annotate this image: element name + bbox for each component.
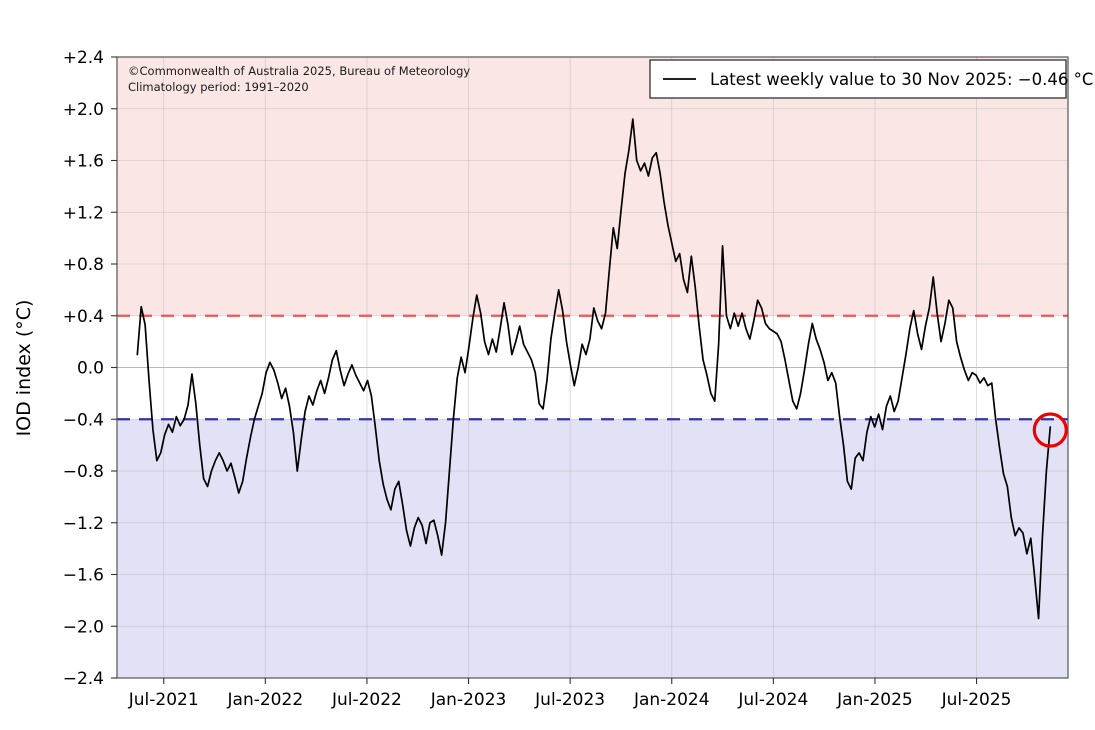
y-tick-label: −1.2 <box>63 514 104 534</box>
x-tick-label: Jul-2025 <box>941 690 1012 710</box>
x-tick-label: Jul-2021 <box>128 690 199 710</box>
threshold-lines <box>117 314 1068 421</box>
iod-index-line <box>136 118 1052 620</box>
legend-entry-label: Latest weekly value to 30 Nov 2025: −0.4… <box>710 70 1093 89</box>
legend[interactable]: Latest weekly value to 30 Nov 2025: −0.4… <box>649 59 1093 99</box>
y-tick-label: −2.0 <box>63 617 104 637</box>
x-tick-label: Jul-2024 <box>737 690 808 710</box>
y-tick-label: +1.6 <box>63 152 104 172</box>
x-tick-label: Jan-2024 <box>633 690 710 710</box>
y-tick-label: +2.4 <box>63 48 104 68</box>
shaded-bands <box>117 57 1068 678</box>
negative-band <box>117 419 1068 678</box>
y-tick-label: −0.4 <box>63 410 104 430</box>
y-tick-label: +2.0 <box>63 100 104 120</box>
y-tick-label: −2.4 <box>63 669 104 689</box>
x-tick-label: Jan-2023 <box>430 690 507 710</box>
y-tick-label: +1.2 <box>63 203 104 223</box>
x-axis-ticks: Jul-2021 Jan-2022 Jul-2022 Jan-2023 Jul-2023… <box>128 678 1012 710</box>
y-tick-label: −1.6 <box>63 566 104 586</box>
data-series-group <box>136 118 1052 620</box>
credit-line-2: Climatology period: 1991–2020 <box>128 80 309 94</box>
y-tick-label: +0.8 <box>63 255 104 275</box>
y-axis-ticks: +2.4 +2.0 +1.6 +1.2 +0.8 +0.4 0.0 −0.4 −0.8 −1.2 −… <box>63 48 117 689</box>
credit-line-1: ©Commonwealth of Australia 2025, Bureau … <box>128 64 470 78</box>
x-tick-label: Jul-2023 <box>534 690 605 710</box>
y-axis-title: IOD index (°C) <box>13 300 35 437</box>
y-tick-label: 0.0 <box>77 359 104 379</box>
x-tick-label: Jan-2025 <box>836 690 913 710</box>
legend-box <box>649 59 1067 99</box>
positive-band <box>117 57 1068 316</box>
y-tick-label: −0.8 <box>63 462 104 482</box>
x-tick-label: Jan-2022 <box>227 690 304 710</box>
latest-value-marker <box>1032 412 1068 448</box>
x-tick-label: Jul-2022 <box>331 690 402 710</box>
y-tick-label: +0.4 <box>63 307 104 327</box>
